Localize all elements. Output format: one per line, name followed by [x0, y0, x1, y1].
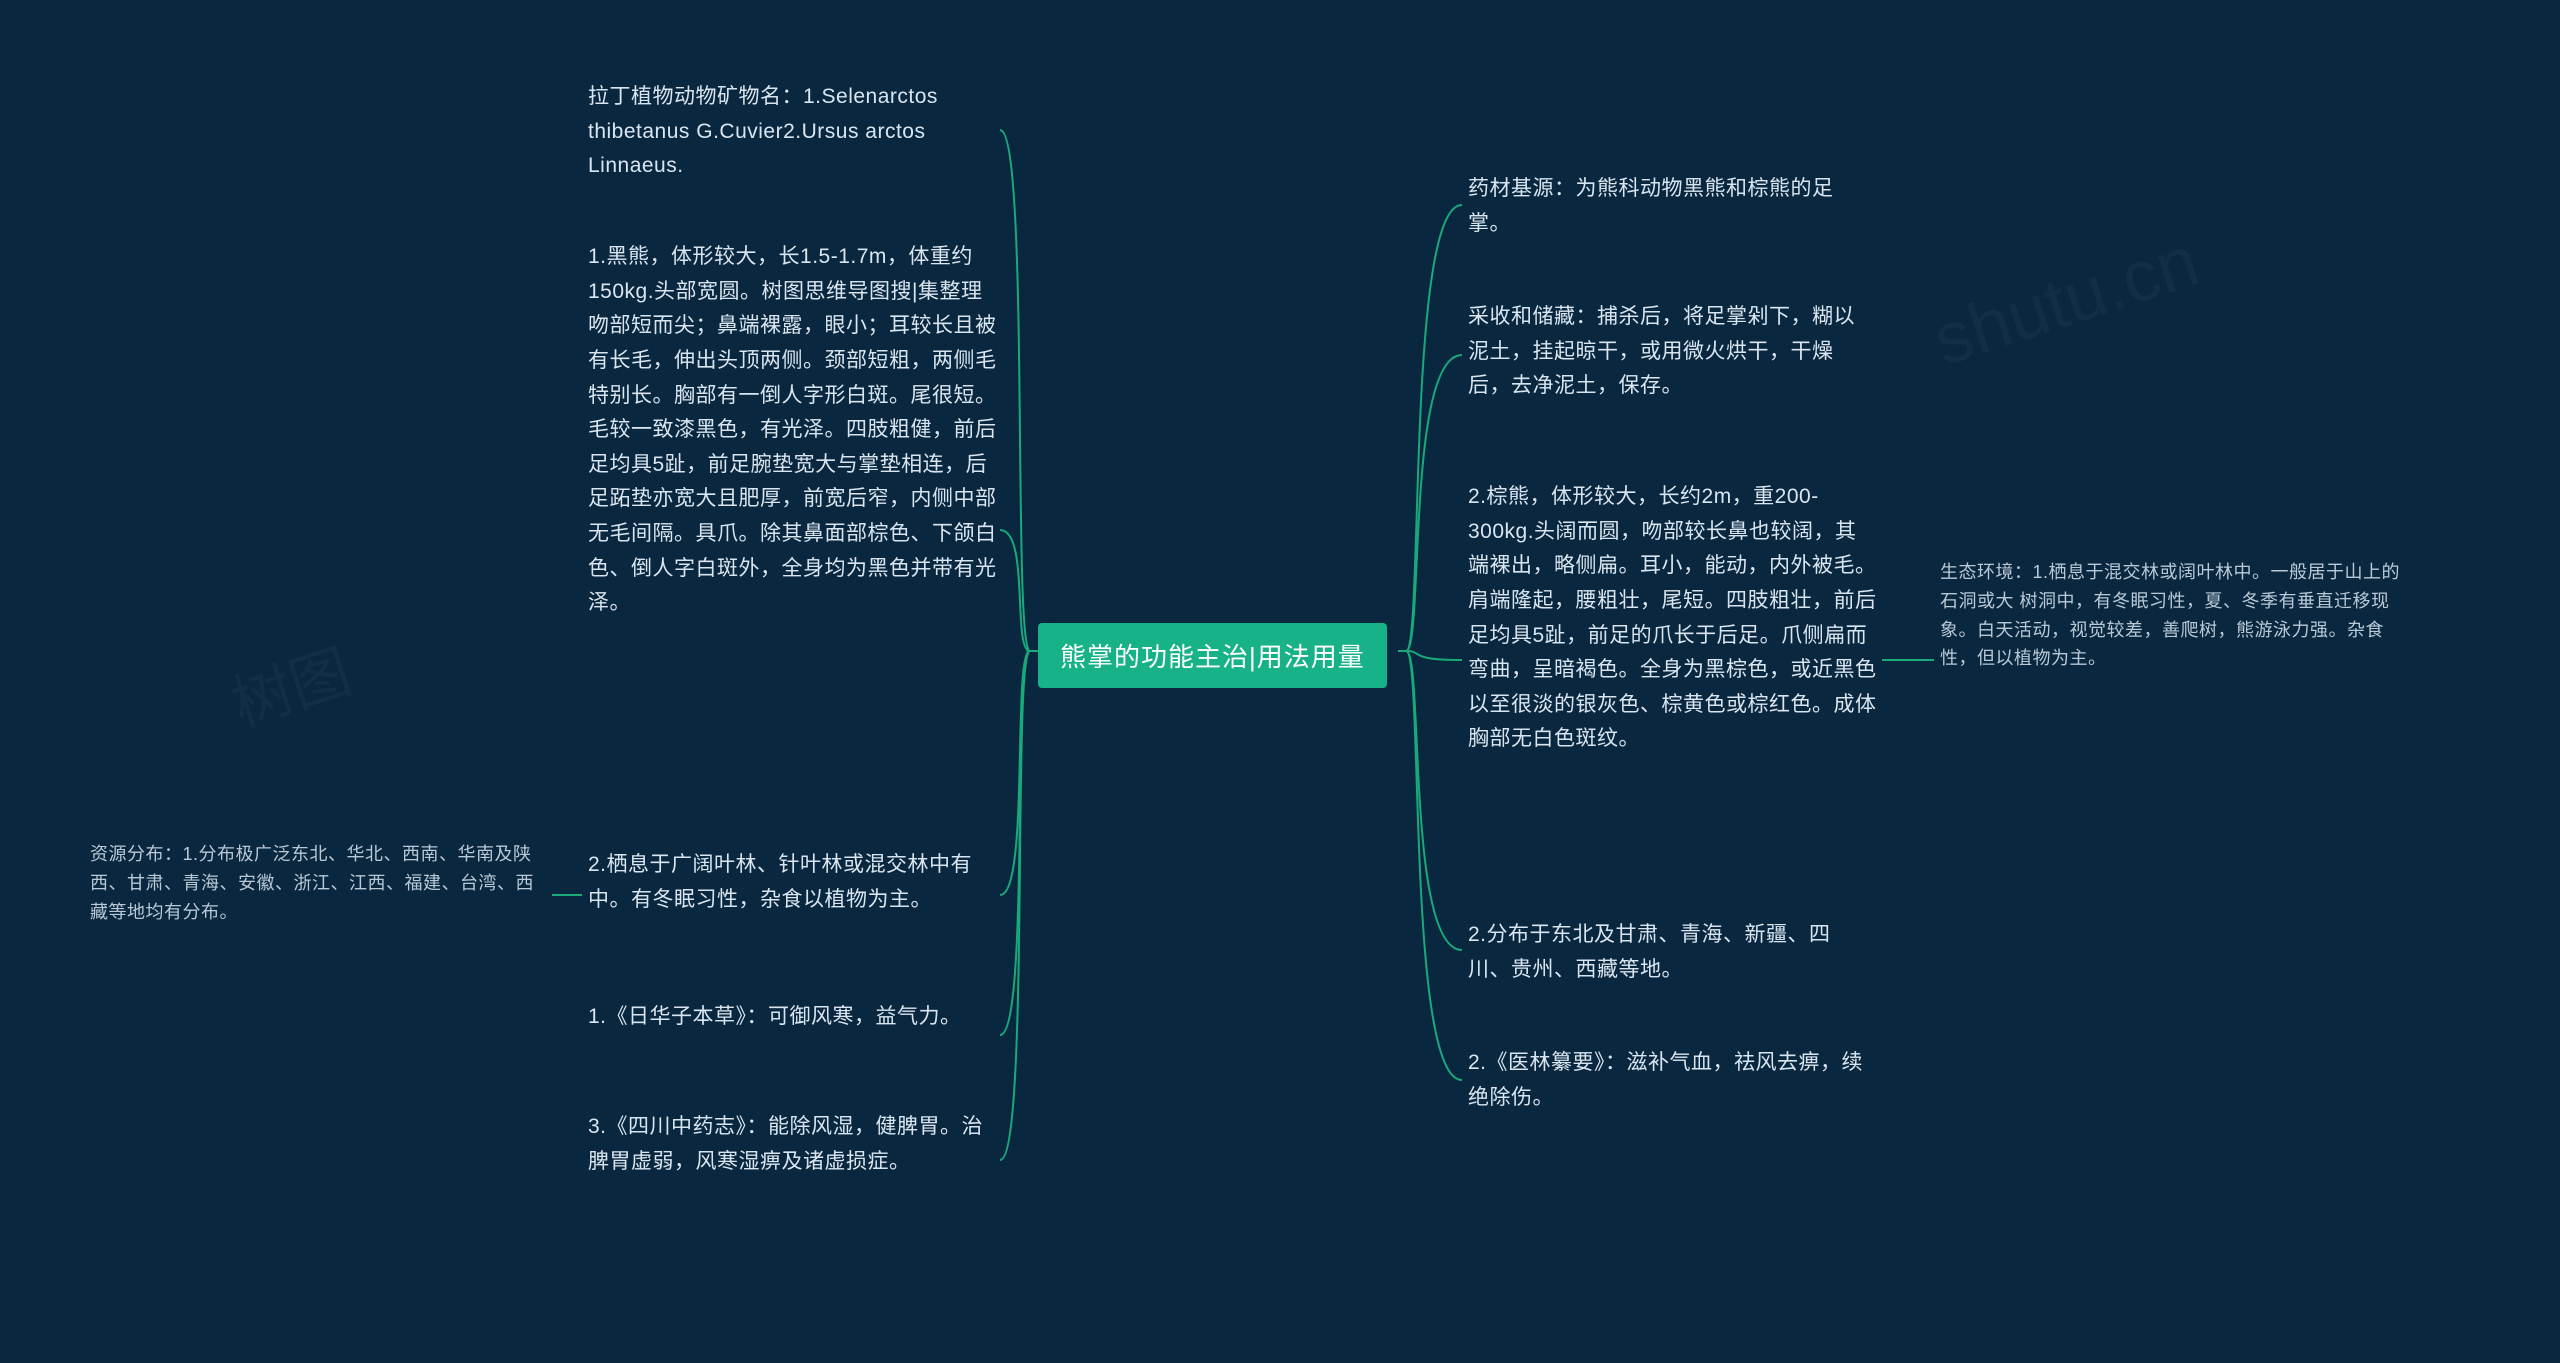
branch-yilin[interactable]: 2.《医林纂要》：滋补气血，祛风去痹，续绝除伤。: [1468, 1046, 1868, 1115]
branch-sichuan[interactable]: 3.《四川中药志》：能除风湿，健脾胃。治脾胃虚弱，风寒湿痹及诸虚损症。: [588, 1110, 998, 1179]
subnode-resource-distribution[interactable]: 资源分布：1.分布极广泛东北、华北、西南、华南及陕西、甘肃、青海、安徽、浙江、江…: [90, 840, 550, 926]
branch-distribution-right[interactable]: 2.分布于东北及甘肃、青海、新疆、四川、贵州、西藏等地。: [1468, 918, 1868, 987]
branch-harvest-storage[interactable]: 采收和储藏：捕杀后，将足掌剁下，糊以泥土，挂起晾干，或用微火烘干，干燥后，去净泥…: [1468, 300, 1868, 404]
branch-black-bear[interactable]: 1.黑熊，体形较大，长1.5-1.7m，体重约150kg.头部宽圆。树图思维导图…: [588, 240, 998, 621]
branch-rihuazi[interactable]: 1.《日华子本草》：可御风寒，益气力。: [588, 1000, 998, 1035]
branch-source[interactable]: 药材基源：为熊科动物黑熊和棕熊的足掌。: [1468, 172, 1868, 241]
branch-brown-bear[interactable]: 2.棕熊，体形较大，长约2m，重200-300kg.头阔而圆，吻部较长鼻也较阔，…: [1468, 480, 1878, 757]
watermark: shutu.cn: [1924, 220, 2208, 382]
subnode-ecological-env[interactable]: 生态环境：1.栖息于混交林或阔叶林中。一般居于山上的石洞或大 树洞中，有冬眠习性…: [1940, 558, 2400, 673]
branch-habitat-left[interactable]: 2.栖息于广阔叶林、针叶林或混交林中有中。有冬眠习性，杂食以植物为主。: [588, 848, 998, 917]
central-topic[interactable]: 熊掌的功能主治|用法用量: [1038, 623, 1387, 688]
watermark: 树图: [219, 624, 360, 744]
branch-latin-name[interactable]: 拉丁植物动物矿物名：1.Selenarctos thibetanus G.Cuv…: [588, 80, 998, 184]
